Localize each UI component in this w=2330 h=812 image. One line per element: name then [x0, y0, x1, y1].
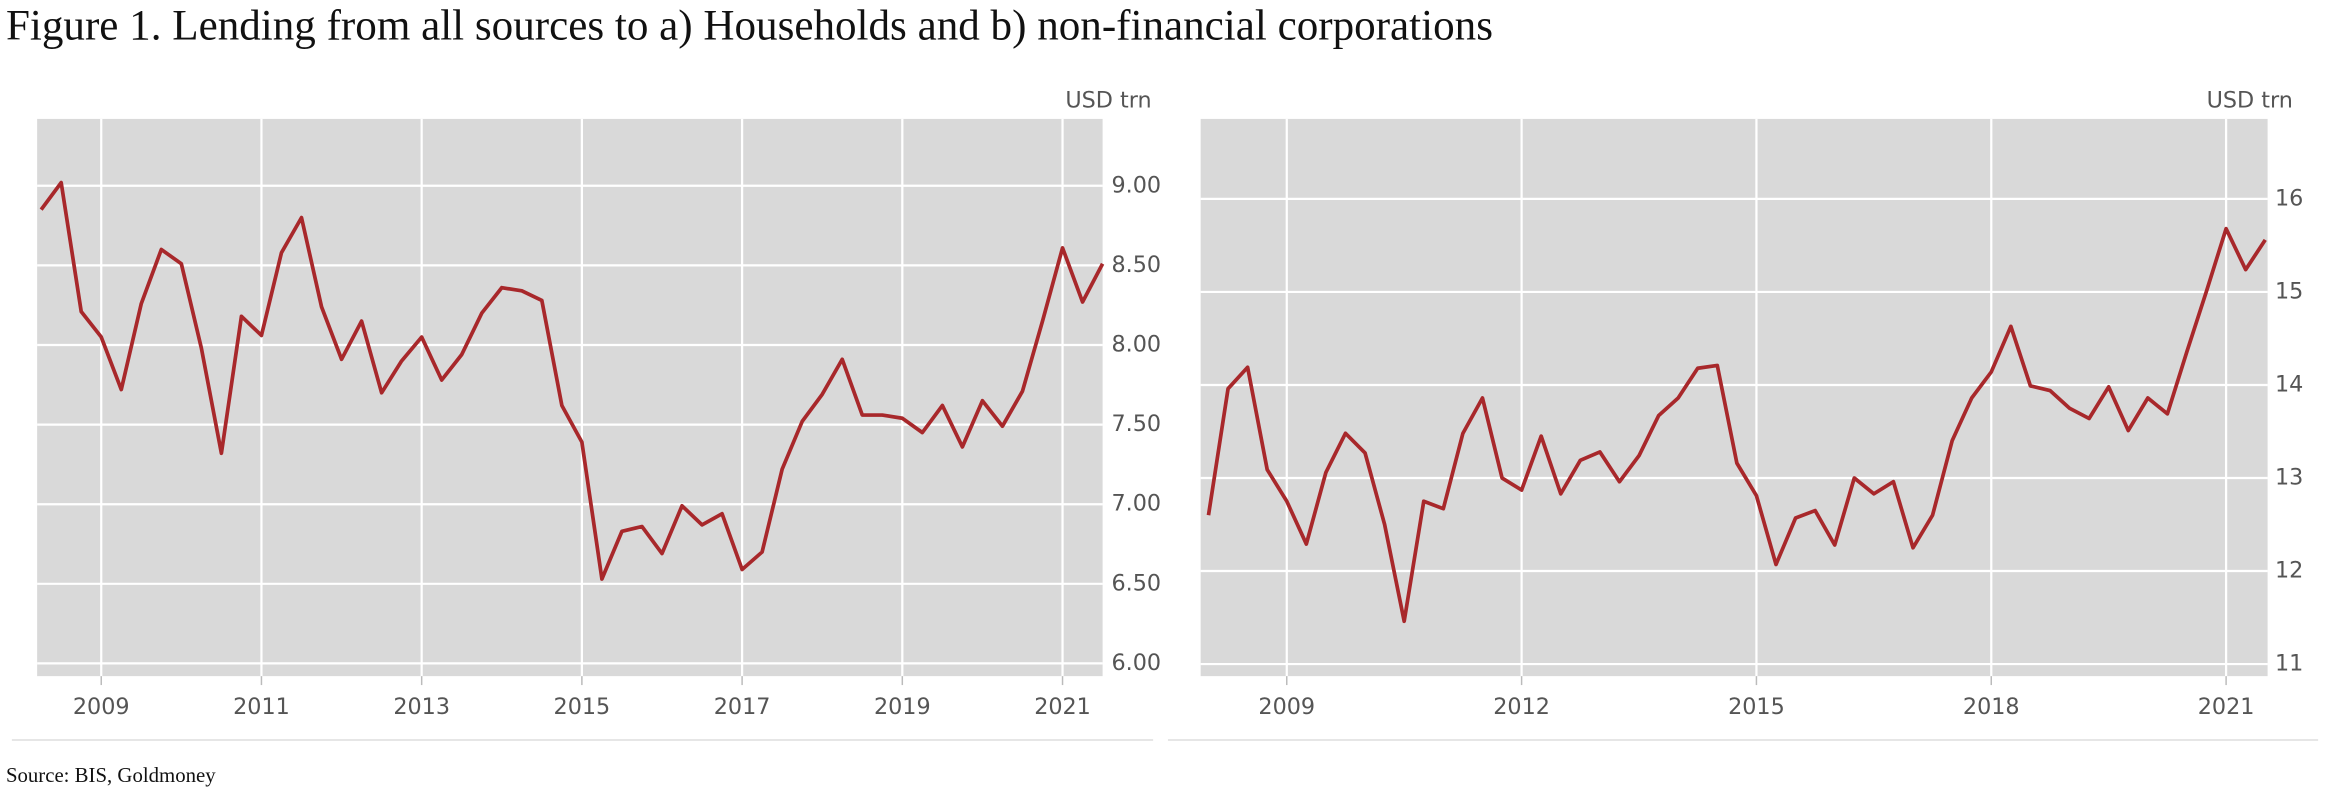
- y-tick-label: 9.00: [1112, 172, 1162, 198]
- y-tick-label: 13: [2275, 464, 2303, 490]
- y-axis-label: USD trn: [1065, 88, 1151, 114]
- x-tick-label: 2021: [1034, 694, 1091, 720]
- x-tick-label: 2013: [393, 694, 450, 720]
- y-tick-label: 12: [2275, 558, 2303, 584]
- y-tick-label: 14: [2275, 371, 2303, 397]
- x-tick-label: 2015: [554, 694, 611, 720]
- data-line: [1206, 226, 2267, 624]
- y-tick-label: 8.50: [1112, 252, 1162, 278]
- y-tick-label: 8.00: [1112, 331, 1162, 357]
- y-axis-label: USD trn: [2207, 88, 2293, 114]
- x-tick-label: 2018: [1963, 694, 2020, 720]
- plot-area: [37, 118, 1103, 677]
- y-tick-label: 15: [2275, 278, 2303, 304]
- x-tick-label: 2015: [1728, 694, 1785, 720]
- x-tick-label: 2012: [1493, 694, 1550, 720]
- y-tick-label: 6.00: [1112, 650, 1162, 676]
- x-tick-label: 2009: [1258, 694, 1315, 720]
- x-tick-label: 2021: [2198, 694, 2255, 720]
- y-tick-label: 11: [2275, 651, 2303, 677]
- x-tick-label: 2009: [73, 694, 130, 720]
- data-line: [39, 180, 1105, 581]
- source-note: Source: BIS, Goldmoney: [6, 764, 216, 787]
- y-tick-label: 7.50: [1112, 411, 1162, 437]
- y-tick-label: 6.50: [1112, 570, 1162, 596]
- x-tick-label: 2019: [874, 694, 931, 720]
- x-tick-label: 2011: [233, 694, 290, 720]
- y-tick-label: 16: [2275, 185, 2303, 211]
- x-tick-label: 2017: [714, 694, 771, 720]
- y-tick-label: 7.00: [1112, 491, 1162, 517]
- figure-title: Figure 1. Lending from all sources to a)…: [6, 3, 1493, 50]
- plot-area: [1200, 118, 2268, 677]
